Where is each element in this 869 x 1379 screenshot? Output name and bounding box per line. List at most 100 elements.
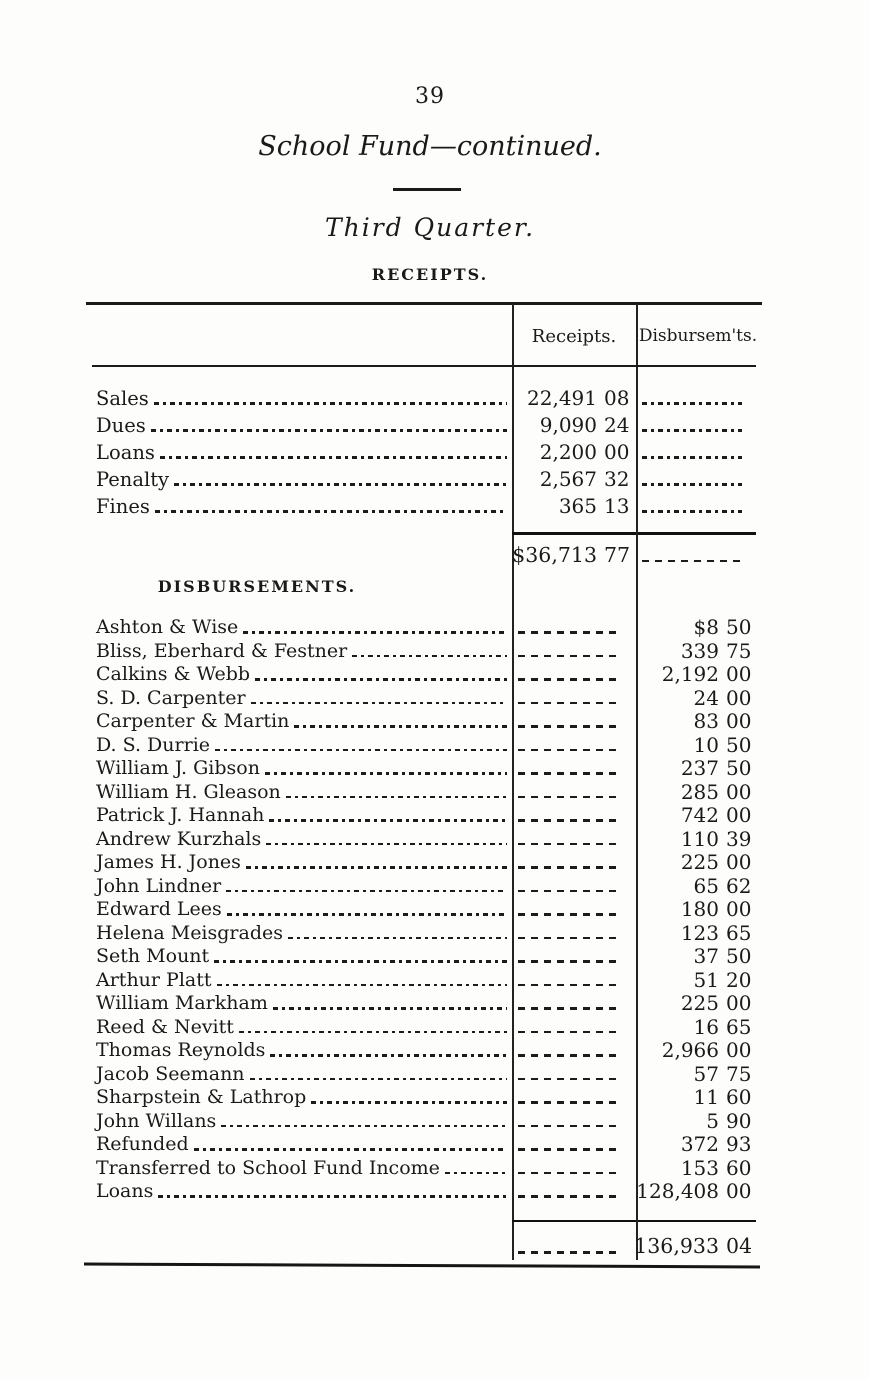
disbursement-amount-cell: 2,966 00 <box>636 1038 756 1063</box>
page-subtitle: Third Quarter. <box>324 213 536 242</box>
empty-cell <box>512 1157 636 1181</box>
rule-segment <box>638 1219 756 1222</box>
column-divider-line <box>512 304 514 1260</box>
amount-cents: 00 <box>726 685 752 710</box>
disbursement-amount-cell: 24 00 <box>636 685 756 711</box>
receipts-amount-cell: 2,200 00 <box>512 439 636 466</box>
empty-cell <box>512 828 636 852</box>
amount-cents: 90 <box>726 1108 752 1133</box>
amount-cents: 00 <box>726 803 752 827</box>
disbursements-total-cell: 136,933 04 <box>634 1226 756 1266</box>
disbursement-amount-cell: 225 00 <box>636 991 756 1016</box>
disbursement-amount-cell: 372 93 <box>636 1132 756 1157</box>
empty-cell <box>512 781 636 805</box>
leader-dots <box>245 851 508 875</box>
leader-dots <box>221 1110 507 1134</box>
amount-dollars: 51 <box>693 967 719 992</box>
table-row: James H. Jones 225 00 <box>92 850 756 875</box>
receipts-amount-cell: 365 13 <box>512 493 636 520</box>
table-row: S. D. Carpenter 24 00 <box>92 685 756 711</box>
row-label: Jacob Seemann <box>96 1062 245 1085</box>
leader-dots <box>214 945 507 969</box>
leader-dots <box>518 1086 620 1110</box>
leader-dots <box>285 781 508 805</box>
empty-cell <box>512 1180 636 1204</box>
row-label: Loans <box>96 441 155 464</box>
amount-cents: 50 <box>726 615 752 639</box>
amount-cents: 00 <box>726 850 752 874</box>
empty-cell <box>512 1110 636 1134</box>
amount-dollars: 2,200 <box>539 440 597 464</box>
disbursement-amount-cell: 10 50 <box>636 732 756 758</box>
disbursement-amount-cell: 110 39 <box>636 826 756 852</box>
amount-cents: 50 <box>726 944 752 968</box>
row-label: Calkins & Webb <box>96 663 251 685</box>
empty-cell <box>512 851 636 875</box>
empty-cell <box>512 1226 636 1266</box>
leader-dots <box>153 385 508 412</box>
disbursements-total-row: 136,933 04 <box>92 1226 756 1266</box>
table-body: Sales 22,491 08 Dues 9,090 24 Loans 2,200 00 Pena… <box>92 367 756 1266</box>
leader-dots <box>238 1016 508 1040</box>
amount-dollars: 10 <box>693 732 719 757</box>
amount-cents: 77 <box>604 543 631 567</box>
leader-dots <box>518 757 620 781</box>
empty-cell <box>512 992 636 1016</box>
spacer <box>92 520 756 528</box>
rule-segment <box>512 532 636 535</box>
disbursement-amount-cell: 57 75 <box>636 1062 756 1087</box>
amount-dollars: 110 <box>680 826 719 851</box>
empty-cell <box>512 1133 636 1157</box>
leader-dots <box>518 1133 620 1157</box>
empty-cell <box>512 1016 636 1040</box>
amount-cents: 65 <box>726 920 752 945</box>
table-row: Arthur Platt 51 20 <box>92 967 756 993</box>
amount-dollars: 11 <box>693 1085 719 1109</box>
leader-dots <box>270 1039 507 1063</box>
table-top-rule <box>86 302 762 305</box>
leader-dots <box>250 687 508 711</box>
ledger-table: Receipts. Disbursem'ts. Sales 22,491 08 Due… <box>86 302 762 1262</box>
leader-dots <box>518 1110 620 1134</box>
amount-cents: 60 <box>726 1155 752 1180</box>
leader-dots <box>642 493 742 520</box>
row-label: Penalty <box>96 468 170 491</box>
disbursement-amount-cell: 153 60 <box>636 1155 756 1181</box>
row-label: Sharpstein & Lathrop <box>96 1086 307 1108</box>
empty-cell <box>512 945 636 969</box>
amount-dollars: $8 <box>693 615 719 639</box>
amount-dollars: 123 <box>680 920 719 945</box>
row-label: John Lindner <box>96 874 222 897</box>
amount-dollars: 83 <box>693 709 719 733</box>
disbursement-amount-cell: 123 65 <box>636 920 756 946</box>
disbursement-amount-cell: 2,192 00 <box>636 662 756 687</box>
disbursement-amount-cell: 16 65 <box>636 1015 756 1040</box>
leader-dots <box>159 439 508 466</box>
amount-cents: 93 <box>726 1132 752 1156</box>
row-label: William H. Gleason <box>96 780 281 803</box>
disbursements-section-heading: DISBURSEMENTS. <box>157 577 357 596</box>
title-divider-rule <box>393 188 461 191</box>
disbursement-amount-cell: 180 00 <box>636 897 756 922</box>
amount-cents: 13 <box>604 494 630 518</box>
table-row: Andrew Kurzhals 110 39 <box>92 826 756 852</box>
empty-cell <box>512 757 636 781</box>
amount-dollars: 65 <box>693 873 719 898</box>
leader-dots <box>311 1086 507 1110</box>
row-label: Arthur Platt <box>96 968 212 991</box>
amount-cents: 08 <box>604 386 630 410</box>
amount-dollars: 180 <box>680 897 719 921</box>
row-label: Seth Mount <box>96 945 210 967</box>
disbursement-amount-cell: 37 50 <box>636 944 756 969</box>
amount-dollars: 285 <box>680 779 719 804</box>
row-label: Bliss, Eberhard & Festner <box>96 639 348 662</box>
receipts-amount-cell: 2,567 32 <box>512 466 636 493</box>
amount-dollars: 9,090 <box>539 413 597 437</box>
table-row: Refunded 372 93 <box>92 1132 756 1157</box>
receipts-total-rule <box>92 528 756 538</box>
table-row: Loans 2,200 00 <box>92 439 756 466</box>
row-label: Loans <box>96 1180 154 1202</box>
leader-dots <box>518 804 620 828</box>
disbursement-amount-cell: 225 00 <box>636 850 756 875</box>
empty-cell <box>512 1063 636 1087</box>
